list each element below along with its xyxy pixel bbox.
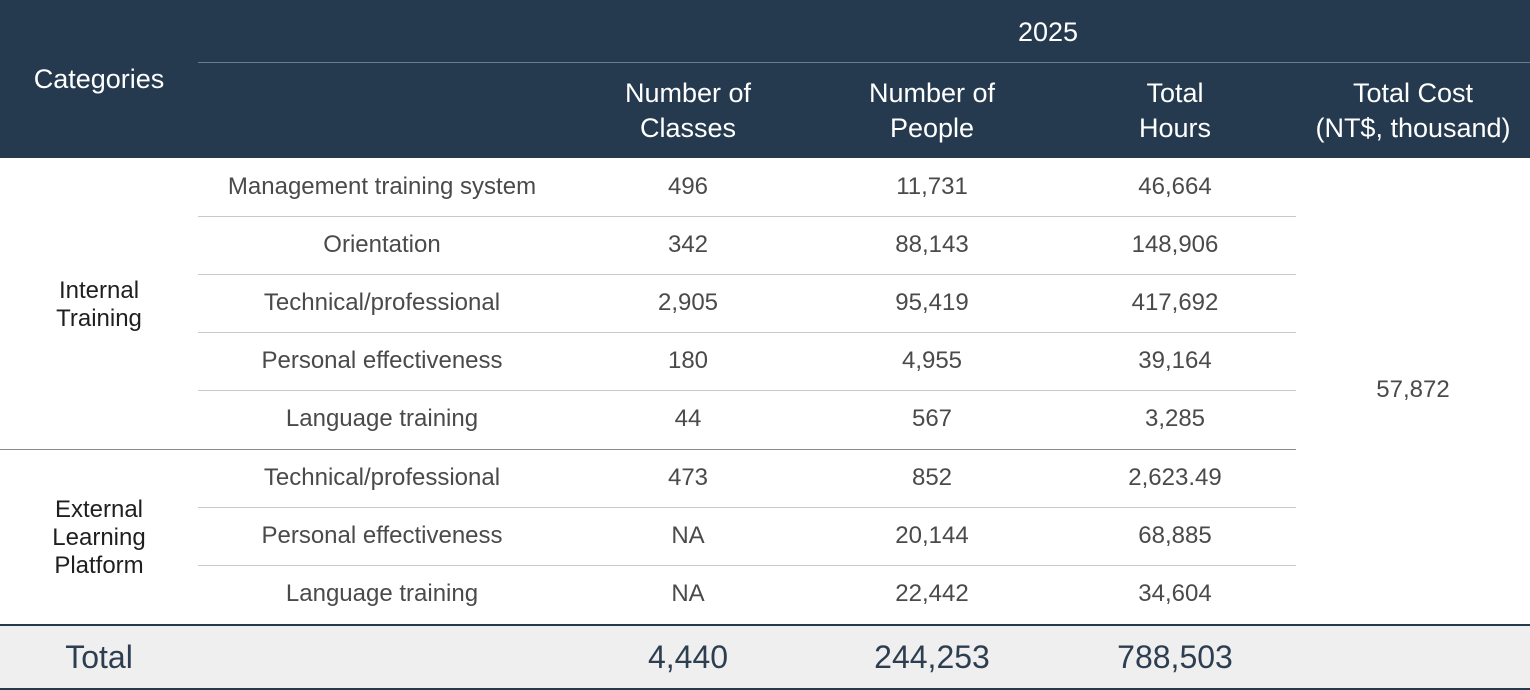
row-subcategory: Orientation bbox=[323, 231, 441, 258]
row-classes: 496 bbox=[667, 173, 709, 200]
table-row: Orientation 342 88,143 148,906 bbox=[198, 216, 1296, 274]
row-hours: 39,164 bbox=[1138, 347, 1212, 374]
row-people: 22,442 bbox=[895, 580, 969, 607]
row-hours: 2,623.49 bbox=[1128, 464, 1222, 491]
row-people: 95,419 bbox=[895, 289, 969, 316]
group-divider bbox=[0, 449, 1296, 450]
header-divider bbox=[198, 62, 1530, 63]
header-total-hours: Total Hours bbox=[1138, 78, 1212, 143]
table-row: Language training 44 567 3,285 bbox=[198, 390, 1296, 448]
row-subcategory: Language training bbox=[285, 405, 479, 432]
group-external-learning-platform: External Learning Platform bbox=[52, 496, 146, 579]
table-row: Technical/professional 2,905 95,419 417,… bbox=[198, 274, 1296, 332]
header-total-cost: Total Cost (NT$, thousand) bbox=[1315, 78, 1511, 143]
row-hours: 3,285 bbox=[1144, 405, 1206, 432]
row-classes: 342 bbox=[667, 231, 709, 258]
row-people: 852 bbox=[911, 464, 953, 491]
row-hours: 46,664 bbox=[1138, 173, 1212, 200]
total-row: Total 4,440 244,253 788,503 bbox=[0, 624, 1530, 690]
total-label: Total bbox=[65, 639, 133, 675]
row-subcategory: Personal effectiveness bbox=[261, 347, 503, 374]
row-people: 11,731 bbox=[896, 173, 968, 200]
row-classes: 44 bbox=[674, 405, 702, 432]
row-classes: 2,905 bbox=[657, 289, 719, 316]
row-subcategory: Personal effectiveness bbox=[261, 522, 503, 549]
row-divider bbox=[198, 332, 1296, 333]
row-subcategory: Technical/professional bbox=[263, 289, 501, 316]
header-categories: Categories bbox=[33, 64, 165, 94]
row-classes: NA bbox=[671, 522, 705, 549]
row-subcategory: Language training bbox=[285, 580, 479, 607]
row-divider bbox=[198, 507, 1296, 508]
row-divider bbox=[198, 216, 1296, 217]
header-number-of-classes: Number of Classes bbox=[624, 78, 752, 143]
header-year: 2025 bbox=[1017, 17, 1079, 47]
total-classes: 4,440 bbox=[647, 639, 729, 675]
row-hours: 148,906 bbox=[1131, 231, 1219, 258]
row-divider bbox=[198, 390, 1296, 391]
header-number-of-people: Number of People bbox=[868, 78, 996, 143]
row-divider bbox=[198, 565, 1296, 566]
row-people: 4,955 bbox=[901, 347, 963, 374]
table-row: Personal effectiveness NA 20,144 68,885 bbox=[198, 507, 1296, 565]
row-subcategory: Management training system bbox=[227, 173, 537, 200]
group-internal-training: Internal Training bbox=[56, 277, 142, 332]
row-people: 567 bbox=[911, 405, 953, 432]
row-hours: 34,604 bbox=[1138, 580, 1212, 607]
table-row: Language training NA 22,442 34,604 bbox=[198, 565, 1296, 623]
row-people: 20,144 bbox=[895, 522, 969, 549]
table-row: Management training system 496 11,731 46… bbox=[198, 158, 1296, 216]
row-people: 88,143 bbox=[895, 231, 969, 258]
row-classes: 180 bbox=[667, 347, 709, 374]
total-people: 244,253 bbox=[874, 639, 990, 675]
table-header: Categories 2025 Number of Classes Number… bbox=[0, 0, 1530, 158]
total-cost-value: 57,872 bbox=[1376, 376, 1450, 403]
total-hours: 788,503 bbox=[1117, 639, 1233, 675]
row-hours: 68,885 bbox=[1138, 522, 1212, 549]
row-subcategory: Technical/professional bbox=[263, 464, 501, 491]
row-divider bbox=[198, 274, 1296, 275]
row-classes: NA bbox=[671, 580, 705, 607]
row-classes: 473 bbox=[667, 464, 709, 491]
table-row: Personal effectiveness 180 4,955 39,164 bbox=[198, 332, 1296, 390]
row-hours: 417,692 bbox=[1131, 289, 1219, 316]
table-row: Technical/professional 473 852 2,623.49 bbox=[198, 449, 1296, 507]
